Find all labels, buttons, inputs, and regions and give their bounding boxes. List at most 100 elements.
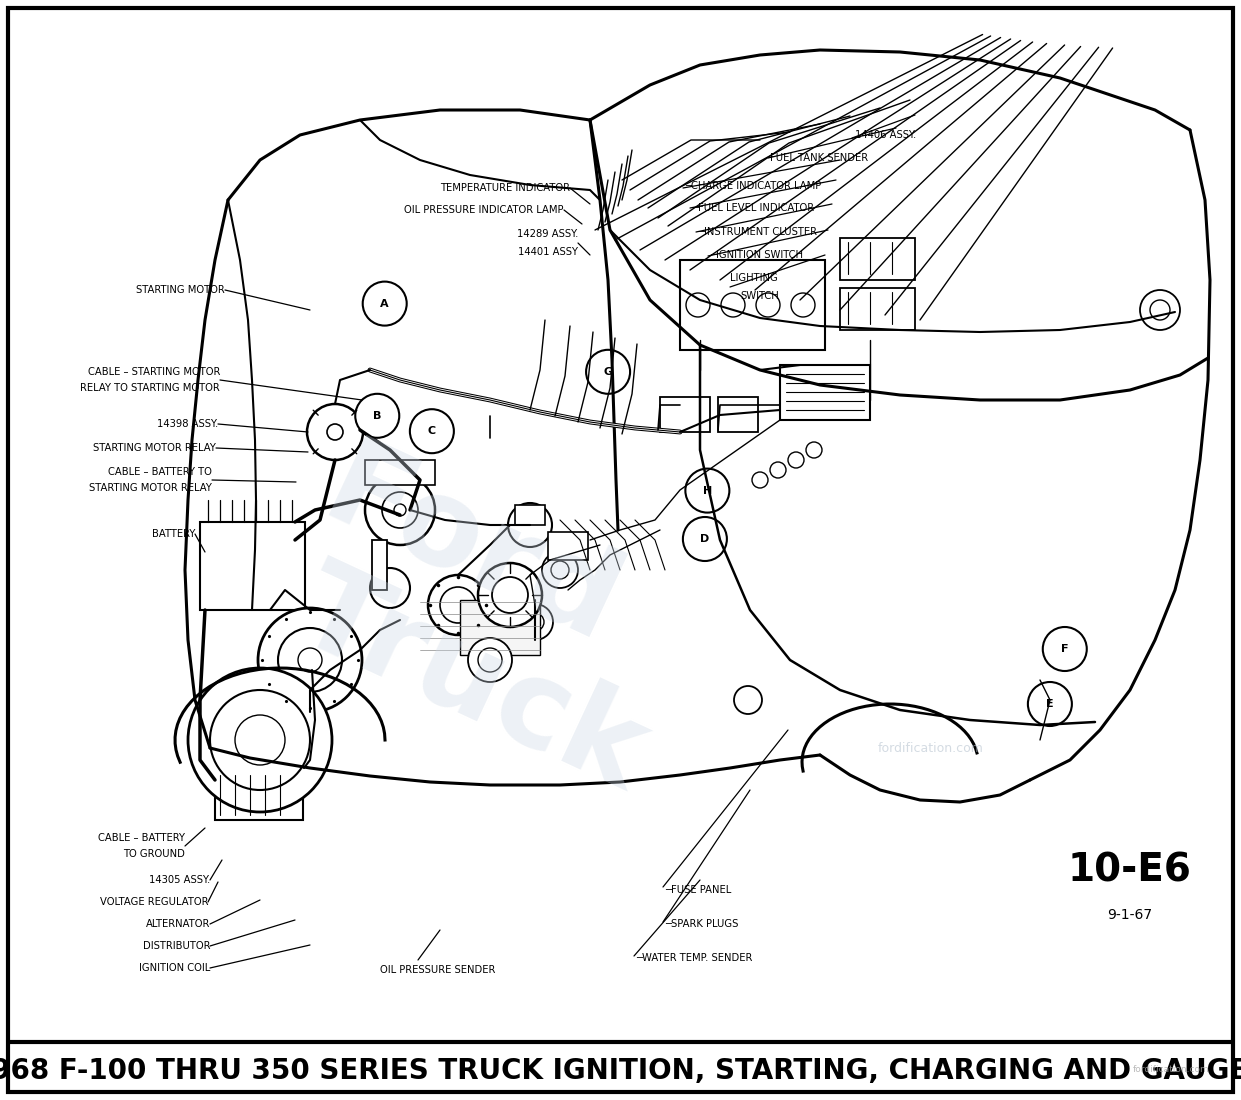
Bar: [515, 505, 545, 525]
Text: 14406 ASSY.: 14406 ASSY.: [855, 130, 916, 140]
Text: SWITCH: SWITCH: [740, 292, 779, 301]
Text: FUEL TANK SENDER: FUEL TANK SENDER: [769, 153, 869, 163]
Text: TO GROUND: TO GROUND: [123, 849, 185, 859]
Circle shape: [441, 587, 477, 623]
Text: CABLE – STARTING MOTOR: CABLE – STARTING MOTOR: [88, 367, 220, 377]
Text: C: C: [428, 426, 436, 437]
Text: Truck: Truck: [279, 551, 664, 813]
Circle shape: [1140, 290, 1180, 330]
Circle shape: [298, 648, 321, 672]
Circle shape: [491, 578, 527, 613]
Circle shape: [517, 604, 553, 640]
Circle shape: [210, 690, 310, 790]
Bar: [200, 522, 305, 611]
Circle shape: [791, 293, 815, 317]
Text: D: D: [700, 534, 710, 544]
Text: OIL PRESSURE INDICATOR LAMP: OIL PRESSURE INDICATOR LAMP: [405, 205, 563, 214]
Circle shape: [187, 668, 333, 812]
Text: 14398 ASSY.: 14398 ASSY.: [156, 419, 218, 429]
Text: ─FUEL LEVEL INDICATOR: ─FUEL LEVEL INDICATOR: [692, 204, 814, 213]
Text: E: E: [1046, 698, 1054, 710]
Text: ─CHARGE INDICATOR LAMP: ─CHARGE INDICATOR LAMP: [685, 182, 822, 191]
Text: 14289 ASSY.: 14289 ASSY.: [516, 229, 578, 239]
Circle shape: [370, 568, 410, 608]
Text: BATTERY: BATTERY: [151, 529, 195, 539]
Bar: [215, 770, 303, 820]
Circle shape: [508, 503, 552, 547]
Text: ─SPARK PLUGS: ─SPARK PLUGS: [665, 918, 738, 930]
Circle shape: [410, 409, 454, 453]
Text: CABLE – BATTERY TO: CABLE – BATTERY TO: [108, 468, 212, 477]
Text: 10-E6: 10-E6: [1069, 851, 1191, 889]
Circle shape: [756, 293, 781, 317]
Circle shape: [683, 517, 727, 561]
Circle shape: [382, 492, 418, 528]
Circle shape: [769, 462, 786, 478]
Circle shape: [307, 404, 364, 460]
Text: TEMPERATURE INDICATOR: TEMPERATURE INDICATOR: [441, 183, 570, 192]
Text: G: G: [603, 366, 613, 377]
Circle shape: [478, 648, 503, 672]
Circle shape: [542, 552, 578, 589]
Text: STARTING MOTOR RELAY: STARTING MOTOR RELAY: [89, 483, 212, 493]
Circle shape: [721, 293, 745, 317]
Circle shape: [752, 472, 768, 488]
Circle shape: [362, 282, 407, 326]
Circle shape: [788, 452, 804, 468]
Text: ALTERNATOR: ALTERNATOR: [145, 918, 210, 930]
Text: DISTRIBUTOR: DISTRIBUTOR: [143, 940, 210, 952]
Text: B: B: [374, 410, 381, 421]
Circle shape: [468, 638, 513, 682]
Text: ─FUSE PANEL: ─FUSE PANEL: [665, 886, 731, 895]
Bar: [660, 397, 710, 432]
Circle shape: [1150, 300, 1170, 320]
Bar: [781, 365, 870, 420]
Text: fordification.com: fordification.com: [877, 741, 984, 755]
Circle shape: [805, 442, 822, 458]
Circle shape: [1028, 682, 1072, 726]
Text: 14305 ASSY.: 14305 ASSY.: [149, 874, 210, 886]
Bar: [372, 540, 387, 590]
Circle shape: [1042, 627, 1087, 671]
Bar: [460, 600, 540, 654]
Text: H: H: [702, 485, 712, 496]
Circle shape: [365, 475, 436, 544]
Circle shape: [258, 608, 362, 712]
Bar: [680, 260, 825, 350]
Bar: [365, 460, 436, 485]
Text: RELAY TO STARTING MOTOR: RELAY TO STARTING MOTOR: [81, 383, 220, 393]
Text: F: F: [1061, 644, 1069, 654]
Circle shape: [235, 715, 285, 764]
Text: STARTING MOTOR: STARTING MOTOR: [137, 285, 225, 295]
Circle shape: [551, 561, 570, 579]
Bar: [719, 397, 758, 432]
Text: CABLE – BATTERY: CABLE – BATTERY: [98, 833, 185, 843]
Text: ─WATER TEMP. SENDER: ─WATER TEMP. SENDER: [635, 953, 752, 962]
Bar: [840, 238, 915, 280]
Text: ─IGNITION SWITCH: ─IGNITION SWITCH: [710, 250, 803, 260]
Text: 9-1-67: 9-1-67: [1107, 908, 1153, 922]
Bar: [549, 532, 588, 560]
Circle shape: [428, 575, 488, 635]
Text: LIGHTING: LIGHTING: [730, 273, 778, 283]
Text: ─INSTRUMENT CLUSTER: ─INSTRUMENT CLUSTER: [697, 227, 817, 236]
Circle shape: [278, 628, 343, 692]
Circle shape: [586, 350, 630, 394]
Text: A: A: [381, 298, 388, 309]
Circle shape: [326, 424, 343, 440]
Circle shape: [685, 469, 730, 513]
Text: VOLTAGE REGULATOR: VOLTAGE REGULATOR: [99, 896, 208, 907]
Text: STARTING MOTOR RELAY: STARTING MOTOR RELAY: [93, 443, 216, 453]
Text: OIL PRESSURE SENDER: OIL PRESSURE SENDER: [380, 965, 495, 975]
Text: IGNITION COIL: IGNITION COIL: [139, 962, 210, 974]
Text: 14401 ASSY: 14401 ASSY: [517, 248, 578, 257]
Text: Ford: Ford: [307, 431, 637, 669]
Text: 1968 F-100 THRU 350 SERIES TRUCK IGNITION, STARTING, CHARGING AND GAUGES: 1968 F-100 THRU 350 SERIES TRUCK IGNITIO…: [0, 1057, 1241, 1085]
Circle shape: [686, 293, 710, 317]
Text: fordification.com: fordification.com: [1133, 1066, 1210, 1075]
Circle shape: [355, 394, 400, 438]
Circle shape: [393, 504, 406, 516]
Bar: [840, 288, 915, 330]
Circle shape: [733, 686, 762, 714]
Circle shape: [478, 563, 542, 627]
